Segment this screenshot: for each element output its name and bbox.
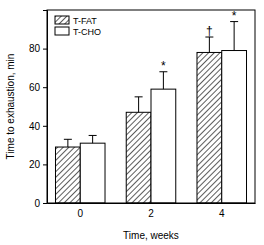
chart: 0 20 40 60 80 0 2 4 * † * T-FATT-CHO Time, weeks Time… [0,0,264,245]
error-line [67,139,68,147]
error-line [163,72,164,89]
error-line [209,37,210,52]
y-tick: 60 [29,82,47,93]
error-line [138,97,139,112]
legend-swatch [55,16,69,24]
bar [151,89,176,203]
x-tick: 0 [77,203,83,219]
y-tick-label: 80 [29,43,41,54]
y-axis: 0 20 40 60 80 [29,11,48,209]
error-bar [159,72,167,89]
error-bar [135,97,143,112]
frame [47,10,255,203]
bar [55,147,80,203]
y-tick-mark [43,203,47,204]
x-tick-label: 4 [219,208,225,219]
error-line [234,22,235,51]
error-cap [135,96,143,97]
y-tick: 20 [29,159,47,170]
legend: T-FATT-CHO [55,16,101,37]
y-tick: 80 [29,43,47,54]
error-bar [205,37,213,52]
y-tick: 0 [34,198,47,209]
y-tick-label: 0 [34,198,40,209]
bar [222,51,247,203]
plot: 0 20 40 60 80 0 2 4 * † * T-FATT-CHO [29,9,256,220]
y-tick-mark [43,126,47,127]
y-tick-mark [43,49,47,50]
error-bar [230,22,238,51]
bars [55,22,246,203]
error-cap [64,139,72,140]
bar [126,112,151,203]
legend-label: T-CHO [73,27,101,37]
x-tick: 4 [219,203,225,219]
error-cap [89,135,97,136]
x-axis: 0 2 4 [48,203,256,219]
error-line [92,135,93,143]
error-bar [64,139,72,147]
x-tick-label: 0 [77,208,83,219]
x-tick-label: 2 [148,208,154,219]
error-bar [89,135,97,143]
y-tick: 40 [29,121,47,132]
legend-label: T-FAT [73,16,97,26]
annotation: * [232,9,237,23]
y-tick-label: 40 [29,121,41,132]
x-axis-title: Time, weeks [123,230,179,241]
bar [197,52,222,203]
y-tick-label: 20 [29,159,41,170]
bar [80,143,105,203]
legend-swatch [55,27,69,35]
y-tick-label: 60 [29,82,41,93]
y-tick-mark [43,87,47,88]
y-tick-mark [43,164,47,165]
x-axis-line [48,203,256,204]
legend-entry: T-CHO [55,27,101,37]
y-axis-line [43,11,48,204]
y-axis-title: Time to exhaustion, min [5,54,16,160]
x-tick: 2 [148,203,154,219]
annotation: † [206,24,213,38]
legend-entry: T-FAT [55,16,97,26]
annotation: * [161,59,166,73]
